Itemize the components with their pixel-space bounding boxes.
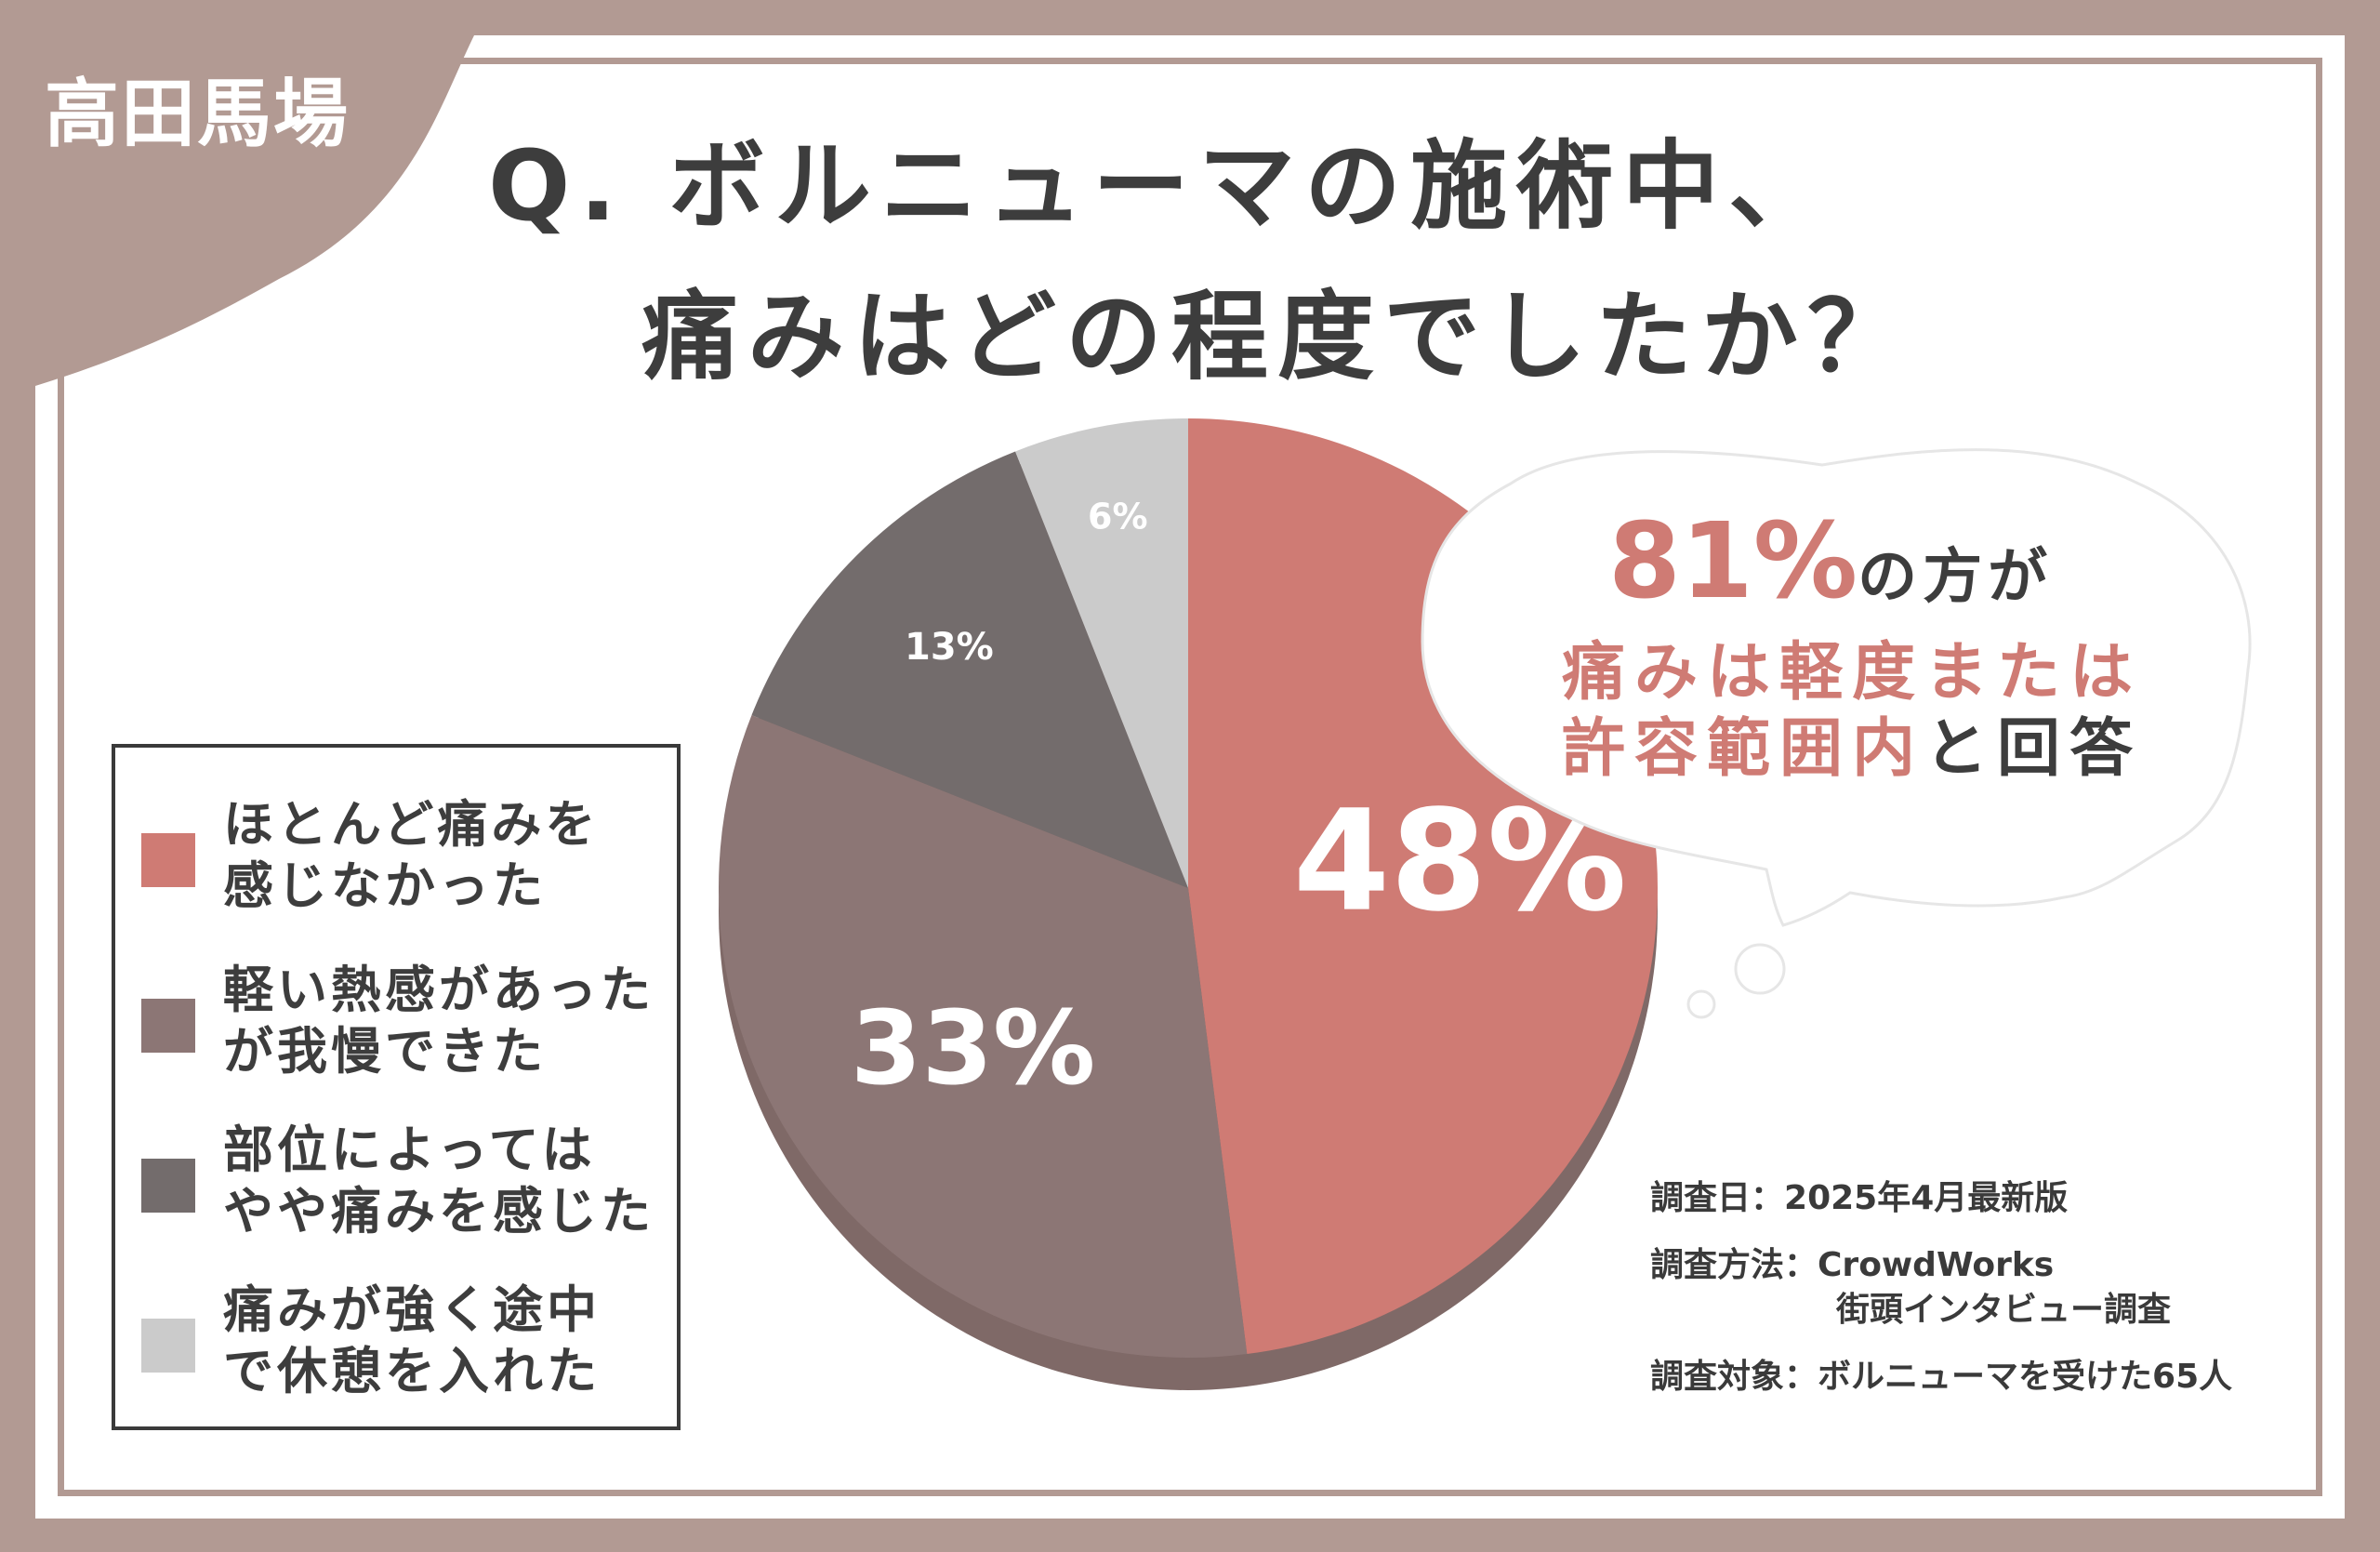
legend-label-line: 軽い熱感があった: [223, 961, 654, 1019]
survey-target-label: 調査対象：: [1650, 1358, 1818, 1396]
legend-swatch-strong-pain: [141, 1319, 195, 1373]
survey-date-value: 2025年4月最新版: [1784, 1179, 2069, 1217]
pie-slice-some-pain: [751, 451, 1188, 888]
bubble-headline: 81%の方が: [1608, 510, 2053, 614]
legend-swatch-no-pain: [141, 833, 195, 887]
speech-bubble-dot-large: [1734, 943, 1786, 995]
bubble-pct-suffix: の方が: [1858, 543, 2054, 612]
pie-label-mild-heat: 33%: [851, 988, 1095, 1108]
survey-method-value-2: 街頭インタビュー調査: [1836, 1291, 2172, 1329]
survey-date-label: 調査日：: [1650, 1179, 1785, 1217]
legend-label-line: 感じなかった: [223, 856, 547, 915]
legend: ほとんど痛みを 感じなかった 軽い熱感があった が我慢できた 部位によっては や…: [112, 744, 681, 1430]
legend-swatch-mild-heat: [141, 999, 195, 1053]
survey-date: 調査日：2025年4月最新版: [1650, 1177, 2068, 1220]
pie-label-strong-pain: 6%: [1088, 497, 1148, 537]
pie-slice-strong-pain: [1015, 418, 1188, 888]
title-line-1: Q. ボルニューマの施術中、: [488, 129, 1835, 243]
legend-item-no-pain: ほとんど痛みを 感じなかった: [141, 794, 662, 943]
legend-label-some-pain: 部位によっては やや痛みを感じた: [223, 1120, 660, 1242]
bubble-pct: 81%: [1608, 501, 1858, 622]
pie-slice-mild-heat: [718, 715, 1248, 1359]
pie-label-some-pain: 13%: [905, 626, 994, 669]
legend-label-line: 部位によっては: [223, 1121, 596, 1179]
inner-frame: [58, 58, 2322, 1496]
legend-label-strong-pain: 痛みが強く途中 で休憩を入れた: [223, 1280, 660, 1402]
survey-target: 調査対象：ボルニューマを受けた65人: [1650, 1356, 2232, 1399]
legend-label-no-pain: ほとんど痛みを 感じなかった: [223, 794, 660, 917]
legend-item-some-pain: 部位によっては やや痛みを感じた: [141, 1120, 662, 1268]
legend-item-strong-pain: 痛みが強く途中 で休憩を入れた: [141, 1280, 662, 1428]
legend-swatch-some-pain: [141, 1159, 195, 1213]
legend-label-line: 痛みが強く途中: [223, 1280, 601, 1339]
corner-tab: [35, 35, 474, 386]
speech-bubble-dot-small: [1686, 989, 1716, 1019]
bubble-accent: 許容範囲内: [1562, 712, 1925, 786]
title-line-2: 痛みはどの程度でしたか？: [641, 280, 1914, 393]
legend-label-line: やや痛みを感じた: [223, 1182, 654, 1240]
speech-bubble-body: [1421, 448, 2252, 927]
bubble-rest: と回答: [1924, 712, 2143, 786]
survey-method-value-1: CrowdWorks: [1818, 1246, 2055, 1284]
bubble-line-2: 痛みは軽度または: [1562, 636, 2143, 710]
bubble-line-3: 許容範囲内と回答: [1562, 718, 2142, 781]
legend-item-mild-heat: 軽い熱感があった が我慢できた: [141, 960, 662, 1108]
legend-label-line: ほとんど痛みを: [223, 795, 600, 854]
legend-label-mild-heat: 軽い熱感があった が我慢できた: [223, 960, 660, 1082]
location-tag: 高田馬場: [45, 71, 350, 157]
speech-bubble: [1421, 448, 2252, 1019]
survey-method: 調査方法：CrowdWorks: [1650, 1244, 2054, 1287]
survey-target-value: ボルニューマを受けた65人: [1818, 1358, 2233, 1396]
survey-method-label: 調査方法：: [1650, 1246, 1818, 1284]
legend-label-line: で休憩を入れた: [223, 1342, 601, 1400]
legend-label-line: が我慢できた: [223, 1022, 547, 1081]
